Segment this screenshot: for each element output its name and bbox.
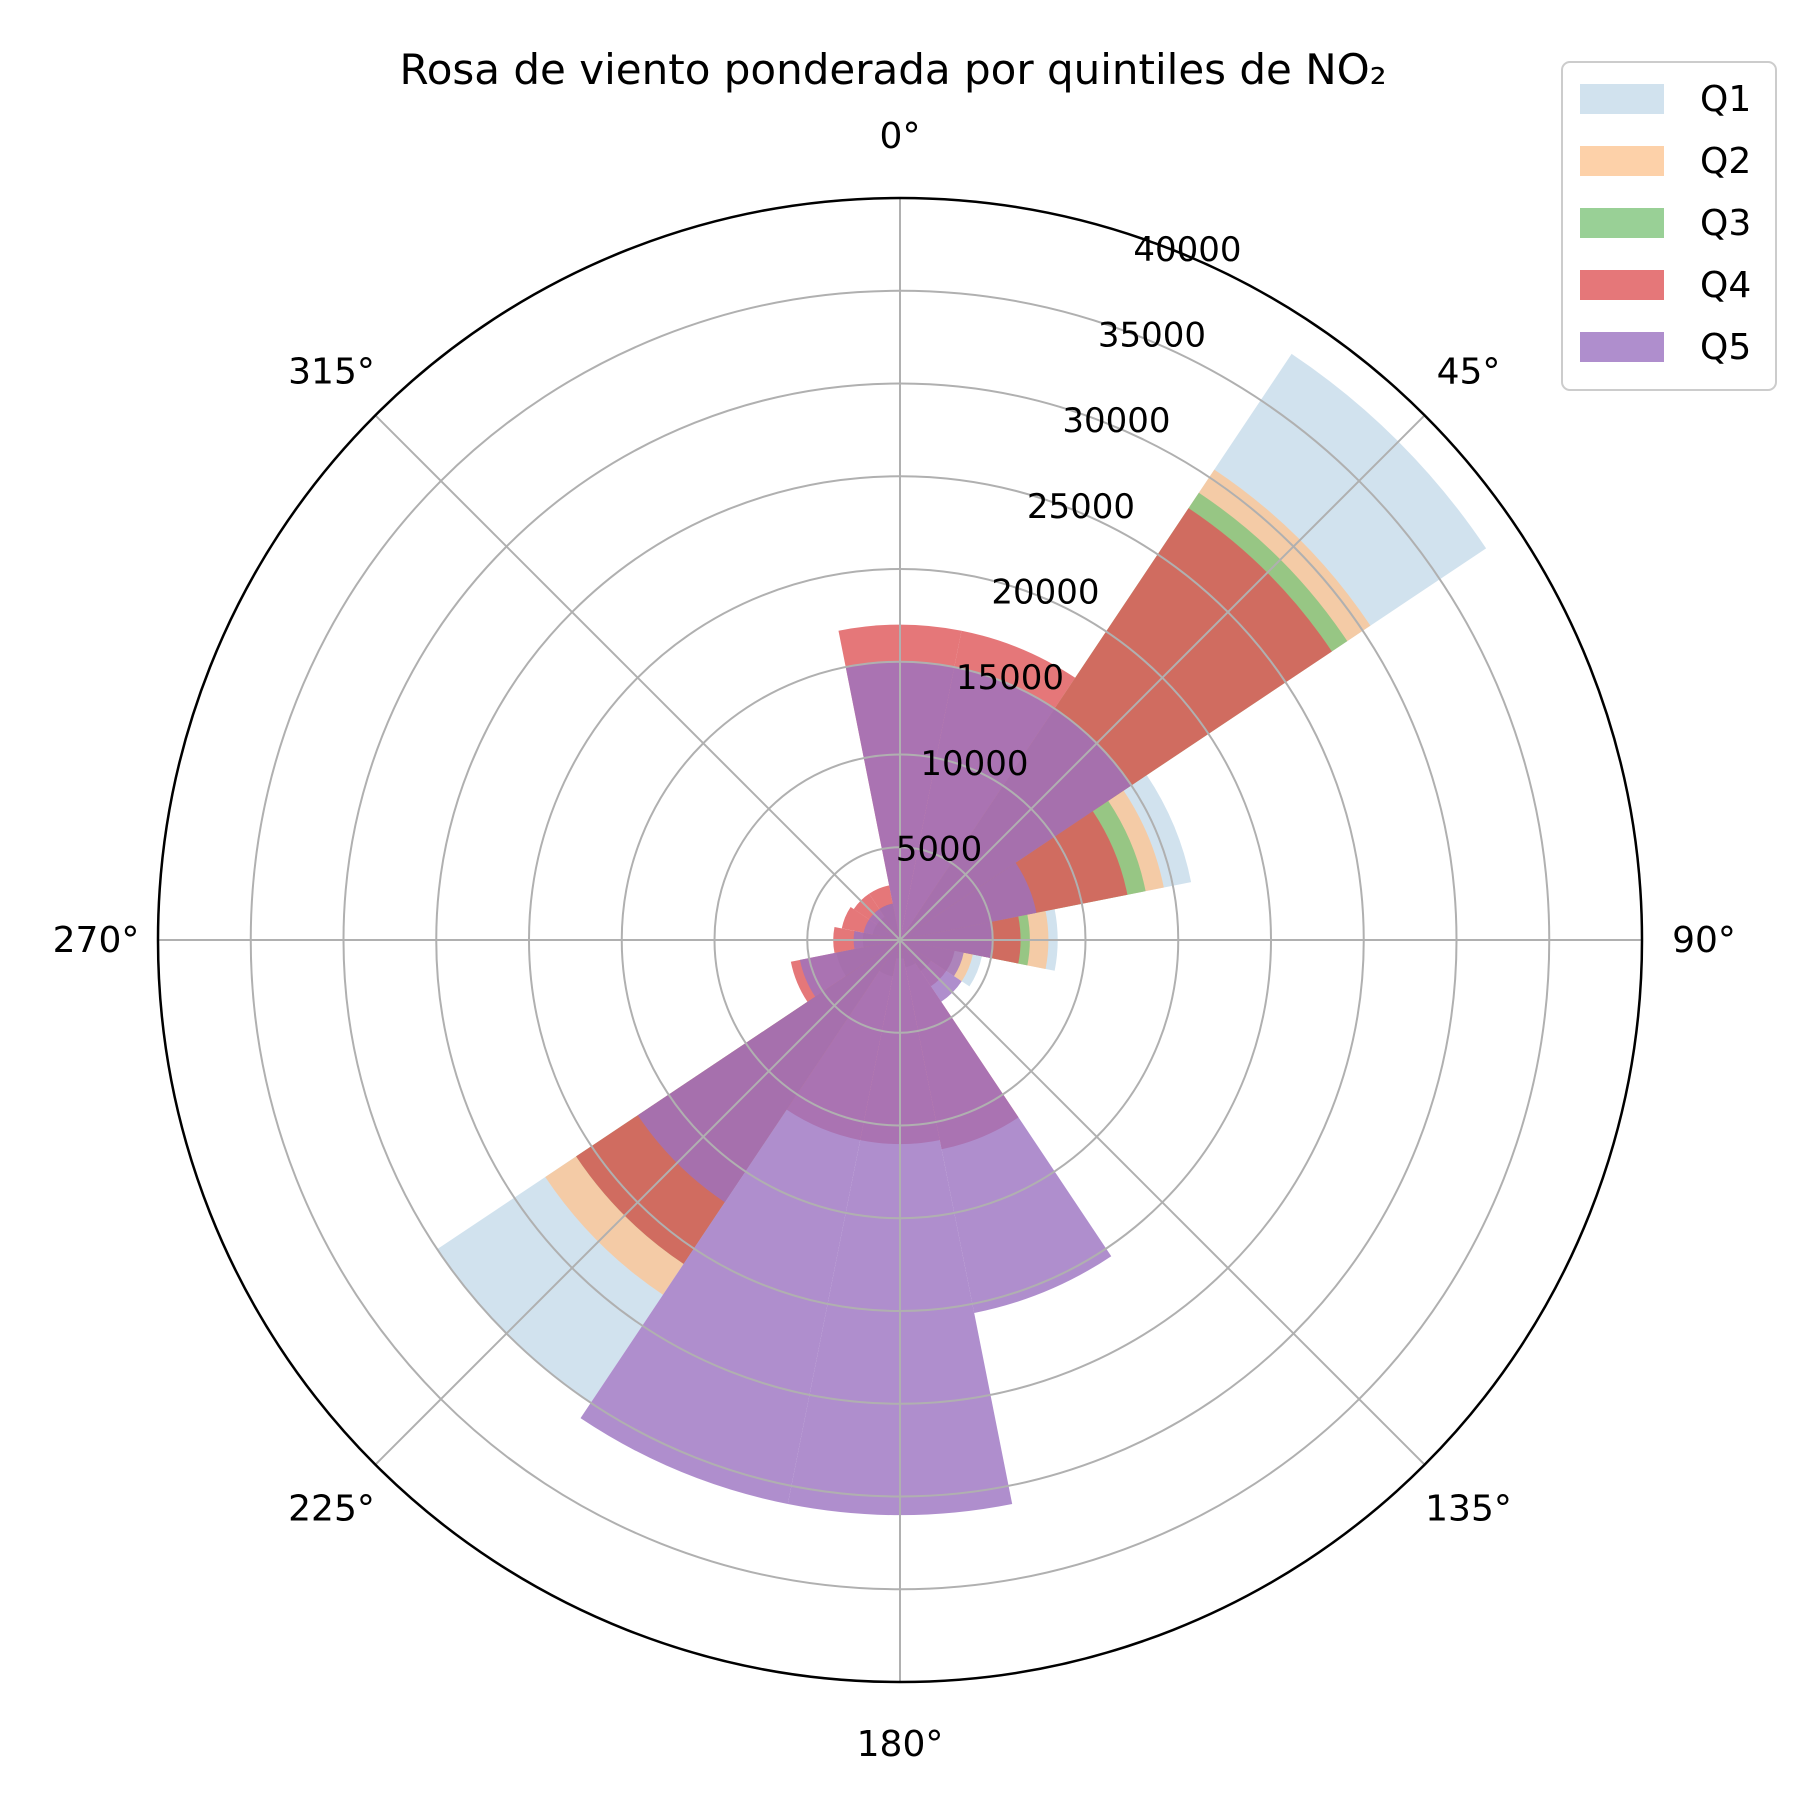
bar-q5-337.5 [879, 903, 900, 940]
r-tick-label-15000: 15000 [956, 658, 1064, 698]
angle-tick-label-225: 225° [288, 1489, 375, 1530]
legend-swatch-q2 [1580, 146, 1664, 176]
legend-label-q3: Q3 [1700, 203, 1751, 244]
bar-q5-22.5 [900, 667, 1055, 940]
legend-box [1561, 61, 1777, 391]
legend: Q1 Q2 Q3 Q4 Q5 [1561, 61, 1777, 391]
bar-q5-112.5 [900, 940, 964, 977]
r-tick-label-40000: 40000 [1133, 230, 1241, 270]
legend-label-q2: Q2 [1700, 141, 1751, 182]
legend-swatch-q5 [1580, 332, 1664, 362]
grid-layer [156, 196, 1644, 1684]
grid-spoke-315 [374, 414, 901, 941]
r-tick-label-10000: 10000 [920, 744, 1028, 784]
bars-layer [437, 353, 1487, 1516]
radial-labels: 5000 10000 15000 20000 25000 30000 35000 40000 [896, 230, 1242, 870]
r-tick-label-5000: 5000 [896, 830, 983, 870]
legend-swatch-q4 [1580, 270, 1664, 300]
bar-q5-202.5 [580, 940, 900, 1504]
bar-q5-67.5 [900, 862, 1037, 940]
r-tick-label-30000: 30000 [1062, 401, 1170, 441]
grid-spoke-135 [899, 939, 1426, 1466]
angle-tick-label-315: 315° [288, 352, 375, 393]
angle-tick-label-0: 0° [880, 116, 921, 157]
r-tick-label-20000: 20000 [991, 573, 1099, 613]
angle-tick-label-90: 90° [1672, 920, 1736, 961]
angle-tick-label-135: 135° [1425, 1489, 1512, 1530]
legend-label-q5: Q5 [1700, 327, 1751, 368]
chart-title: Rosa de viento ponderada por quintiles d… [399, 45, 1386, 94]
legend-label-q1: Q1 [1700, 79, 1751, 120]
legend-swatch-q3 [1580, 208, 1664, 238]
legend-swatch-q1 [1580, 84, 1664, 114]
polar-frame [156, 196, 1644, 1684]
angle-tick-label-270: 270° [53, 920, 140, 961]
r-tick-label-35000: 35000 [1098, 316, 1206, 356]
bar-q5-247.5 [799, 940, 900, 997]
bar-q5-292.5 [863, 919, 900, 940]
grid-spoke-45 [899, 414, 1426, 941]
bar-q5-157.5 [900, 940, 1112, 1313]
legend-label-q4: Q4 [1700, 265, 1751, 306]
grid-spoke-225 [374, 939, 901, 1466]
angle-labels: 0° 45° 90° 135° 180° 225° 270° 315° [53, 116, 1736, 1765]
angle-tick-label-45: 45° [1437, 352, 1501, 393]
r-tick-label-25000: 25000 [1027, 487, 1135, 527]
angle-tick-label-180: 180° [857, 1724, 944, 1765]
